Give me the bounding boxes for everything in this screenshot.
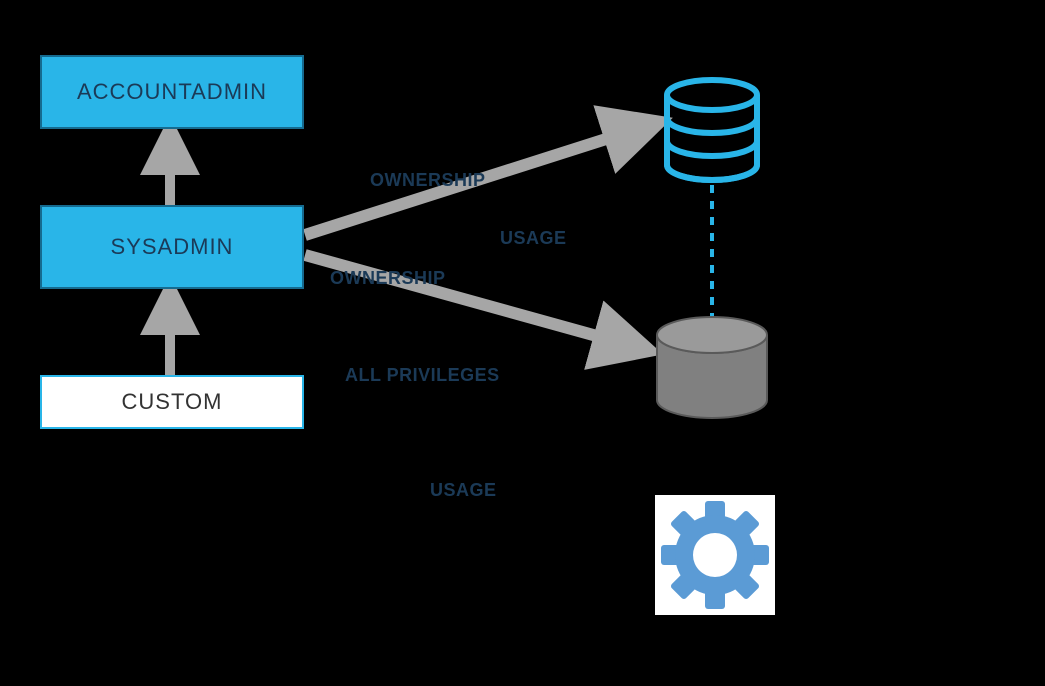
- label-usage-2: USAGE: [430, 480, 497, 501]
- label-ownership-2: OWNERSHIP: [330, 268, 446, 289]
- gear-background: [655, 495, 775, 615]
- warehouse-icon: [657, 317, 767, 418]
- label-usage-1: USAGE: [500, 228, 567, 249]
- node-accountadmin-label: ACCOUNTADMIN: [77, 79, 267, 105]
- node-accountadmin: ACCOUNTADMIN: [40, 55, 304, 129]
- node-custom: CUSTOM: [40, 375, 304, 429]
- gear-icon: [655, 495, 775, 615]
- diagram-canvas: ACCOUNTADMIN SYSADMIN CUSTOM OWNERSHIP O…: [0, 0, 1045, 686]
- node-sysadmin-label: SYSADMIN: [111, 234, 234, 260]
- node-sysadmin: SYSADMIN: [40, 205, 304, 289]
- label-all-privileges: ALL PRIVILEGES: [345, 365, 500, 386]
- database-icon: [667, 80, 757, 180]
- label-ownership-1: OWNERSHIP: [370, 170, 486, 191]
- node-custom-label: CUSTOM: [122, 389, 223, 415]
